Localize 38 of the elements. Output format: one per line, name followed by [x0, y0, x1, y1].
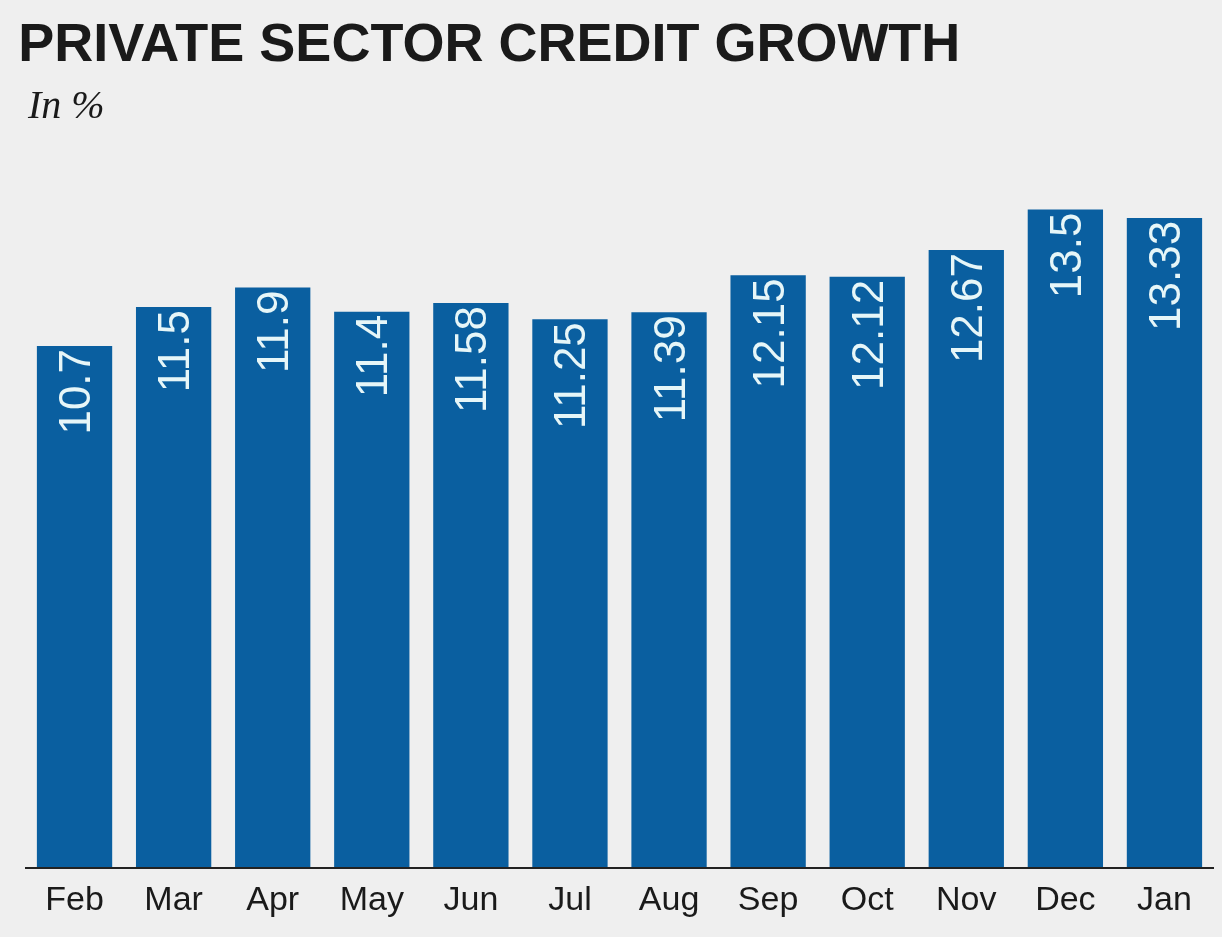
bar: [631, 312, 707, 867]
data-label: 13.5: [1040, 212, 1090, 299]
chart-subtitle: In %: [27, 82, 105, 127]
x-tick-label: Sep: [737, 878, 799, 917]
bar: [235, 287, 311, 867]
data-label: 10.7: [50, 348, 100, 435]
bar: [730, 275, 806, 867]
data-label: 12.67: [941, 253, 991, 364]
data-label: 11.39: [644, 315, 694, 423]
x-tick-label: Jan: [1137, 878, 1192, 917]
bar: [135, 306, 212, 867]
bar: [334, 311, 410, 867]
data-label: 13.33: [1139, 220, 1189, 331]
x-tick-label: Jul: [548, 878, 592, 917]
data-label: 11.58: [446, 306, 496, 413]
bar: [928, 250, 1004, 867]
bar: [433, 303, 509, 867]
x-tick-label: May: [339, 878, 404, 917]
x-tick-label: Dec: [1035, 878, 1096, 917]
data-label: 12.12: [842, 279, 892, 390]
data-label: 11.4: [347, 314, 397, 398]
bar: [1027, 209, 1104, 867]
x-tick-label: Aug: [638, 878, 700, 917]
x-tick-label: Oct: [840, 878, 895, 917]
x-tick-label: Mar: [144, 878, 203, 917]
data-label: 11.5: [149, 309, 199, 393]
data-label: 11.9: [248, 290, 298, 373]
bar: [829, 276, 905, 867]
bar: [1126, 217, 1203, 867]
data-label: 11.25: [545, 322, 595, 430]
bar: [36, 345, 113, 867]
data-label: 12.15: [743, 278, 793, 389]
x-tick-label: Feb: [45, 878, 104, 917]
chart-title: PRIVATE SECTOR CREDIT GROWTH: [18, 12, 961, 73]
bar: [532, 319, 608, 867]
x-tick-label: Jun: [443, 878, 499, 917]
x-tick-label: Nov: [936, 878, 997, 917]
x-tick-label: Apr: [246, 878, 300, 917]
